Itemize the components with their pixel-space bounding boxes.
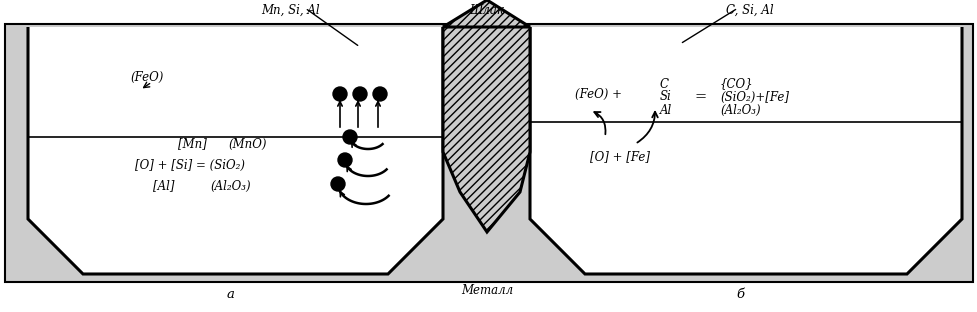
Text: (FeO): (FeO) xyxy=(130,71,163,84)
Circle shape xyxy=(338,153,352,167)
Text: (SiO₂)+[Fe]: (SiO₂)+[Fe] xyxy=(719,90,788,104)
Bar xyxy=(5,24,972,282)
Text: Металл: Металл xyxy=(460,284,513,297)
Circle shape xyxy=(330,177,345,191)
Text: C: C xyxy=(659,77,668,90)
Text: a: a xyxy=(226,287,234,300)
Text: (Al₂O₃): (Al₂O₃) xyxy=(719,104,760,116)
Text: [O] + [Si] = (SiO₂): [O] + [Si] = (SiO₂) xyxy=(135,158,245,172)
PathPatch shape xyxy=(443,0,530,27)
Text: [Mn]: [Mn] xyxy=(178,138,207,150)
Circle shape xyxy=(353,87,366,101)
PathPatch shape xyxy=(443,27,530,232)
Text: {CO}: {CO} xyxy=(719,77,753,90)
Text: [Al]: [Al] xyxy=(152,179,174,193)
Circle shape xyxy=(372,87,387,101)
Text: Шлак: Шлак xyxy=(469,4,504,17)
Circle shape xyxy=(332,87,347,101)
Text: б: б xyxy=(735,287,743,300)
Text: =: = xyxy=(695,90,706,104)
PathPatch shape xyxy=(530,27,961,274)
Text: (MnO): (MnO) xyxy=(228,138,266,150)
Text: (Al₂O₃): (Al₂O₃) xyxy=(210,179,250,193)
Text: Mn, Si, Al: Mn, Si, Al xyxy=(261,4,319,17)
Circle shape xyxy=(343,130,357,144)
Text: Al: Al xyxy=(659,104,671,116)
Text: (FeO) +: (FeO) + xyxy=(574,87,621,100)
Text: Si: Si xyxy=(659,90,671,104)
Bar xyxy=(5,24,972,282)
Text: [O] + [Fe]: [O] + [Fe] xyxy=(589,150,650,163)
Text: C, Si, Al: C, Si, Al xyxy=(726,4,773,17)
PathPatch shape xyxy=(28,27,443,274)
